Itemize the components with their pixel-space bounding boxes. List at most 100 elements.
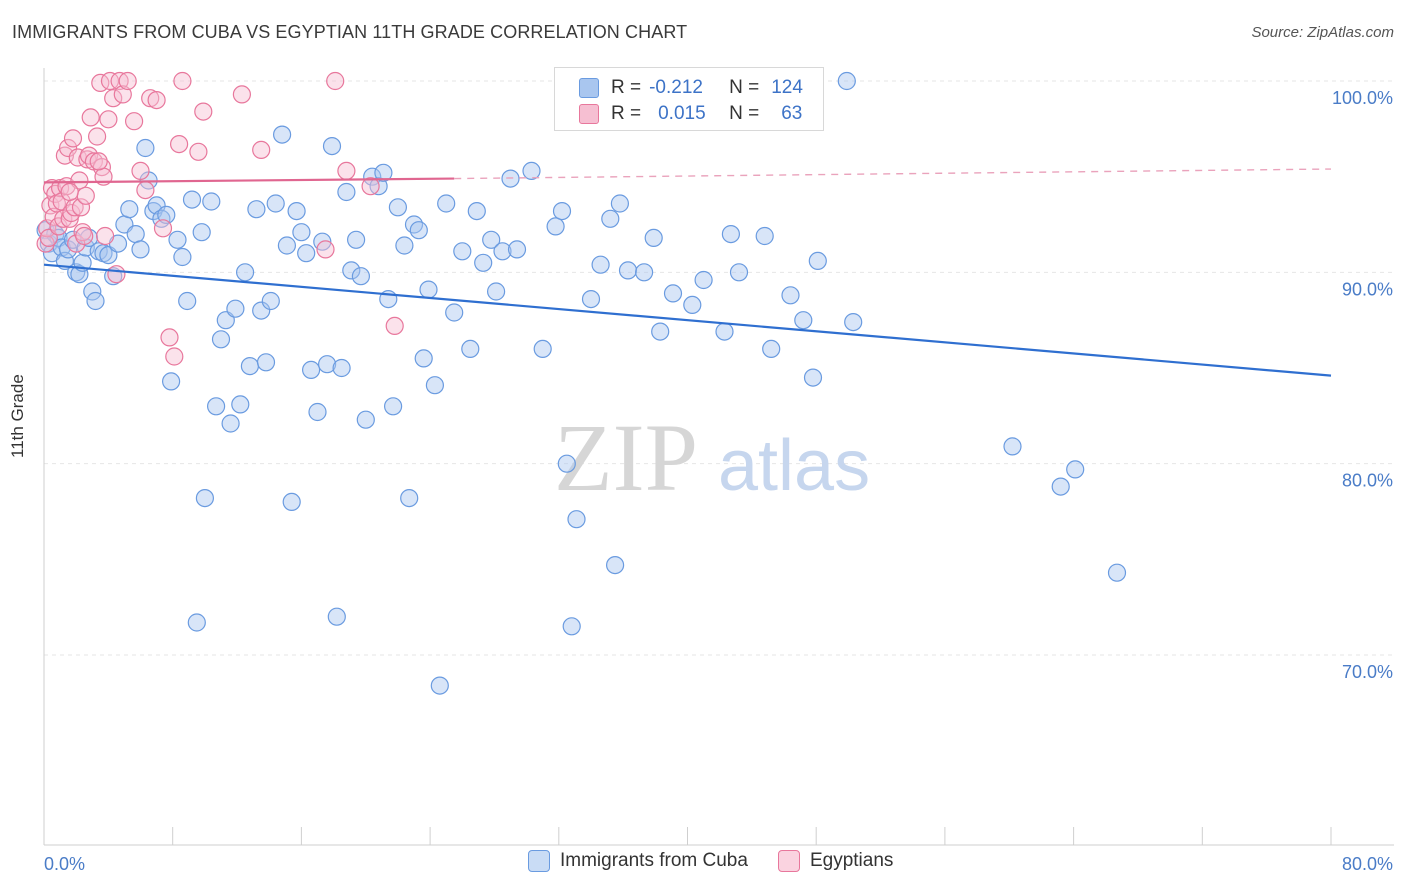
- series-cuba-points: [36, 71, 1127, 695]
- egyptians-point: [58, 138, 78, 158]
- axes: [43, 68, 1394, 846]
- cuba-point: [126, 225, 145, 244]
- watermark-atlas: atlas: [718, 426, 870, 506]
- egyptians-point: [337, 161, 356, 180]
- stats-r-label: R =: [611, 77, 642, 98]
- watermark: ZIP atlas: [554, 404, 870, 511]
- egyptians-point: [125, 112, 144, 131]
- cuba-point: [461, 339, 480, 358]
- cuba-point: [721, 225, 741, 244]
- egyptians-point: [100, 71, 120, 91]
- cuba-point: [351, 267, 370, 286]
- egyptians-point: [71, 198, 91, 217]
- cuba-point: [794, 311, 813, 330]
- cuba-point: [715, 322, 734, 341]
- cuba-point: [694, 270, 713, 290]
- cuba-point: [605, 555, 625, 575]
- cuba-point: [120, 200, 139, 219]
- x-tick-label: 0.0%: [44, 854, 85, 874]
- cuba-point: [231, 395, 250, 414]
- stats-box: R = -0.212 N = 124 R = 0.015 N = 63: [554, 67, 824, 131]
- stats-r-value: -0.212: [649, 77, 703, 98]
- cuba-point: [342, 261, 361, 280]
- egyptians-point: [147, 90, 166, 110]
- cuba-point: [808, 251, 827, 270]
- cuba-point: [236, 263, 255, 282]
- egyptians-point: [99, 110, 118, 129]
- egyptians-point: [361, 177, 380, 196]
- cuba-point: [297, 244, 316, 263]
- cuba-point: [546, 217, 565, 236]
- cuba-point: [240, 357, 259, 376]
- legend-swatch-cuba: [528, 850, 550, 872]
- cuba-point: [256, 353, 276, 372]
- cuba-point: [844, 313, 863, 332]
- cuba-point: [168, 230, 187, 249]
- y-tick-label: 70.0%: [1342, 662, 1393, 682]
- cuba-point: [762, 339, 781, 358]
- cuba-point: [157, 205, 176, 224]
- cuba-point: [247, 200, 266, 219]
- cuba-point: [332, 358, 351, 378]
- series-egyptians-points: [36, 71, 404, 366]
- cuba-point: [581, 290, 601, 309]
- cuba-point: [651, 322, 670, 341]
- egyptians-point: [326, 71, 345, 91]
- egyptians-point: [81, 108, 100, 127]
- cuba-point: [409, 221, 428, 240]
- egyptians-point: [63, 129, 83, 148]
- egyptians-point: [165, 347, 184, 366]
- cuba-point: [195, 489, 214, 508]
- egyptians-point: [136, 181, 155, 200]
- cuba-point: [1003, 437, 1022, 456]
- cuba-point: [261, 291, 280, 311]
- cuba-point: [347, 230, 366, 249]
- egyptians-point: [79, 146, 99, 165]
- stats-n-value: 63: [781, 103, 803, 124]
- cuba-point: [131, 240, 150, 259]
- cuba-point: [803, 368, 823, 387]
- cuba-point: [430, 676, 449, 695]
- stats-swatch-egyptians: [579, 104, 599, 124]
- cuba-point: [182, 190, 202, 209]
- cuba-point: [202, 192, 221, 211]
- egyptians-point: [62, 203, 81, 223]
- y-tick-label: 90.0%: [1342, 279, 1393, 299]
- y-tick-label: 80.0%: [1342, 471, 1393, 491]
- cuba-point: [482, 230, 501, 249]
- cuba-point: [287, 202, 306, 221]
- egyptians-point: [95, 226, 115, 246]
- cuba-point: [437, 194, 456, 213]
- legend-swatch-egyptians: [777, 850, 800, 872]
- cuba-point: [363, 167, 382, 186]
- y-tick-label: 100.0%: [1332, 88, 1393, 108]
- cuba-point: [173, 247, 192, 267]
- source-label: Source: ZipAtlas.com: [1251, 24, 1394, 41]
- cuba-point: [292, 223, 311, 242]
- egyptians-point: [118, 71, 137, 91]
- trend-line-egyptians: [43, 177, 455, 184]
- cuba-point: [507, 240, 527, 259]
- cuba-point: [755, 226, 774, 246]
- tick-labels: 70.0% 80.0% 90.0% 100.0% 0.0% 80.0%: [44, 88, 1393, 874]
- egyptians-point: [75, 226, 94, 246]
- cuba-point: [192, 223, 211, 242]
- cuba-point: [322, 137, 342, 156]
- egyptians-point: [232, 85, 251, 104]
- cuba-point: [683, 295, 702, 314]
- watermark-zip: ZIP: [554, 404, 698, 511]
- egyptians-point: [60, 182, 79, 202]
- stats-swatch-cuba: [579, 78, 599, 98]
- x-tick-label: 80.0%: [1342, 854, 1393, 874]
- cuba-point: [557, 454, 576, 473]
- egyptians-point: [50, 179, 70, 198]
- cuba-point: [533, 339, 552, 358]
- egyptians-point: [107, 265, 126, 284]
- stats-row-cuba: R = -0.212 N = 124: [579, 75, 803, 101]
- cuba-point: [837, 71, 856, 91]
- trend-line-egyptians-extension: [454, 168, 1332, 180]
- cuba-point: [70, 265, 89, 284]
- trend-lines: [43, 168, 1332, 377]
- stats-row-egyptians: R = 0.015 N = 63: [579, 101, 802, 127]
- legend-label-cuba: Immigrants from Cuba: [560, 850, 748, 871]
